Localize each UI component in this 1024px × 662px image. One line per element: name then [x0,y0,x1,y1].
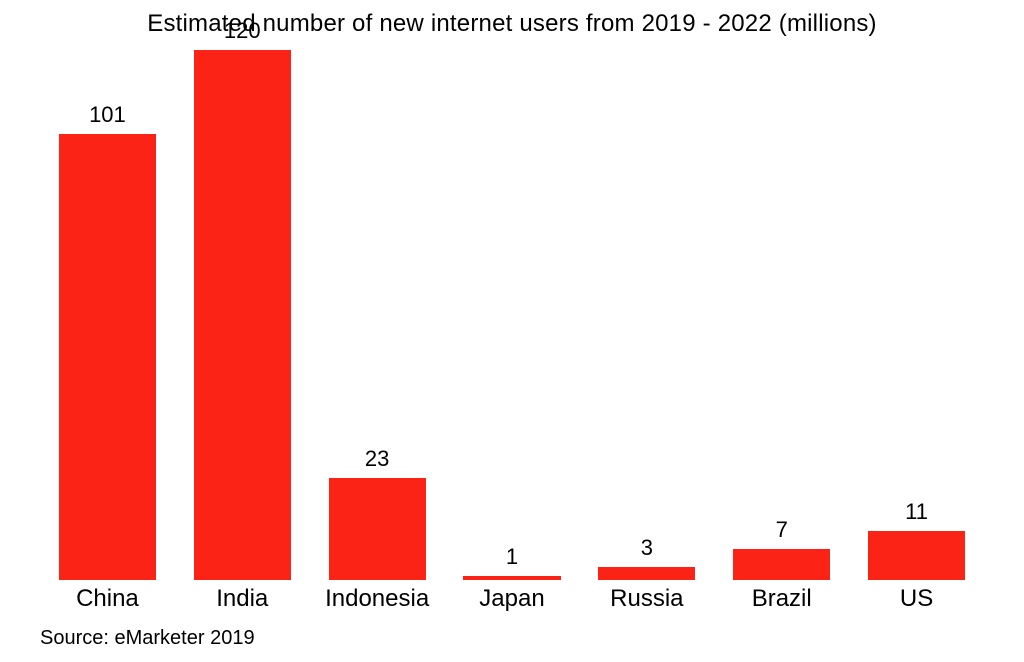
bar-slot: 101 [59,50,156,580]
bar-slot: 1 [463,50,560,580]
category-label: China [40,585,175,613]
chart-plot-area: 101 120 23 1 3 7 11 [40,50,984,580]
bar-value-label: 11 [868,499,965,525]
bar-slot: 120 [194,50,291,580]
bar-slot: 11 [868,50,965,580]
bar-value-label: 3 [598,535,695,561]
category-label: Russia [579,585,714,613]
bar-value-label: 120 [194,18,291,44]
bar-value-label: 1 [463,544,560,570]
category-label: Japan [445,585,580,613]
category-label: US [849,585,984,613]
bar [733,549,830,580]
bar [868,531,965,580]
category-label: India [175,585,310,613]
bar [329,478,426,580]
bar-value-label: 7 [733,517,830,543]
bar [194,50,291,580]
bar [59,134,156,580]
bar [598,567,695,580]
bar [463,576,560,580]
bar-value-label: 23 [329,446,426,472]
bar-slot: 7 [733,50,830,580]
category-label: Indonesia [310,585,445,613]
bar-value-label: 101 [59,102,156,128]
bar-slot: 3 [598,50,695,580]
chart-container: Estimated number of new internet users f… [0,0,1024,662]
category-label: Brazil [714,585,849,613]
chart-title: Estimated number of new internet users f… [0,10,1024,38]
chart-source: Source: eMarketer 2019 [40,627,255,650]
bar-slot: 23 [329,50,426,580]
